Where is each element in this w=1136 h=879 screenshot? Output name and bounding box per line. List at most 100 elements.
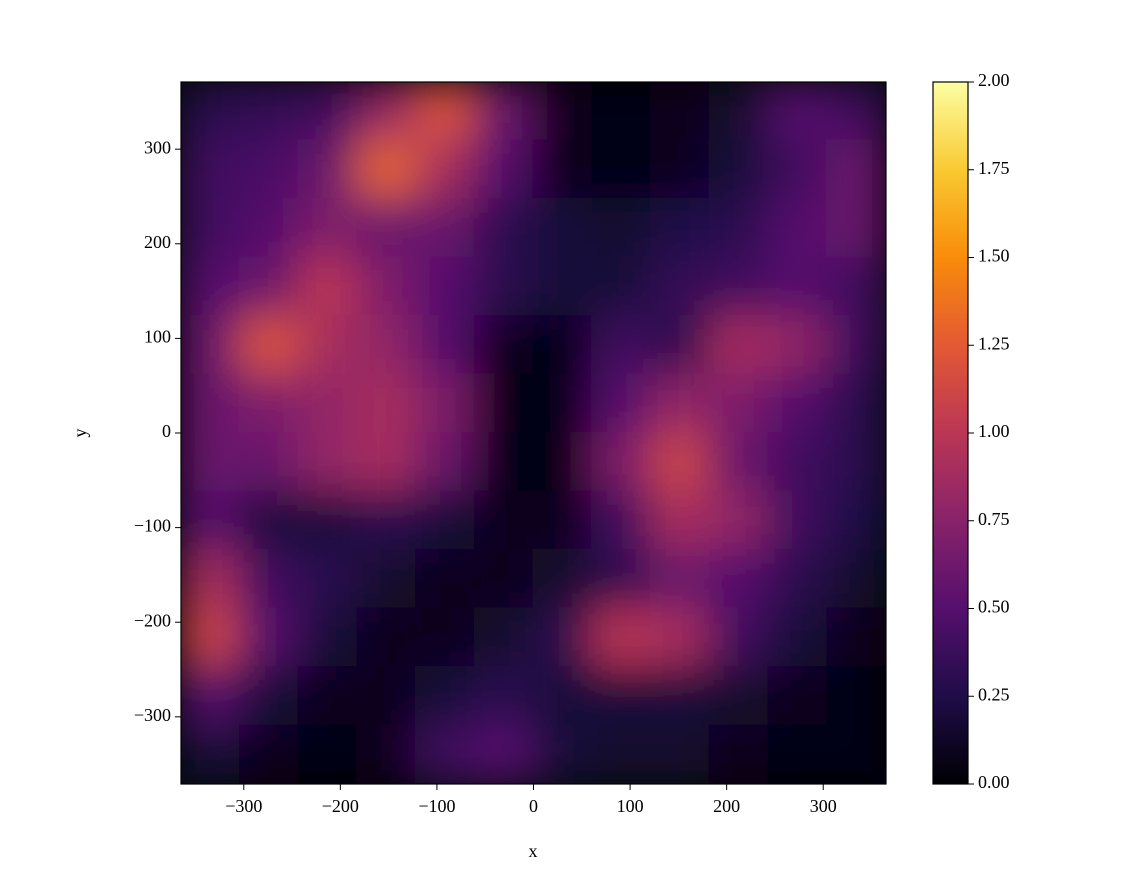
heatmap-cell [415, 198, 476, 259]
heatmap-cell [532, 549, 594, 610]
colorbar-tick-label: 1.00 [978, 421, 1010, 441]
heatmap-cell [356, 490, 417, 551]
heatmap-cell [356, 607, 417, 668]
heatmap-cell [708, 607, 770, 668]
heatmap-cell [591, 666, 652, 727]
heatmap-cell [767, 139, 829, 200]
heatmap-cell [591, 432, 652, 493]
heatmap-cell [181, 607, 241, 668]
heatmap-cell [650, 198, 711, 259]
heatmap-cell [650, 724, 711, 784]
heatmap-cell [181, 549, 241, 610]
colorbar-tick-label: 1.75 [978, 158, 1010, 178]
heatmap-cell [415, 607, 476, 668]
heatmap-cell [826, 607, 886, 668]
heatmap-cell [238, 198, 300, 259]
heatmap-cell [415, 490, 476, 551]
heatmap-cell [473, 198, 535, 259]
heatmap-cell [532, 724, 594, 784]
heatmap-cell [473, 373, 535, 434]
heatmap-cell [415, 432, 476, 493]
y-tick-label: 300 [144, 137, 171, 157]
heatmap-cell [181, 490, 241, 551]
heatmap-cell [591, 198, 652, 259]
heatmap-cell [767, 724, 829, 784]
heatmap-cell [238, 607, 300, 668]
heatmap-cell [767, 198, 829, 259]
heatmap-cell [297, 256, 359, 317]
heatmap-cell [181, 82, 241, 142]
heatmap-cell [356, 666, 417, 727]
heatmap-cell [650, 139, 711, 200]
x-tick-label: −200 [322, 796, 359, 816]
heatmap-cell [473, 549, 535, 610]
heatmap-cell [767, 607, 829, 668]
heatmap-cell [181, 724, 241, 784]
heatmap-cell [767, 432, 829, 493]
heatmap-cell [297, 607, 359, 668]
x-tick-label: 100 [617, 796, 644, 816]
colorbar-tick-label: 0.50 [978, 597, 1010, 617]
heatmap-cell [238, 432, 300, 493]
heatmap-cell [650, 82, 711, 142]
heatmap-cell [591, 139, 652, 200]
heatmap-cell [473, 82, 535, 142]
heatmap-cell [708, 139, 770, 200]
heatmap-cell [826, 139, 886, 200]
colorbar-tick-label: 1.25 [978, 333, 1010, 353]
heatmap-cell [356, 432, 417, 493]
heatmap-cell [238, 256, 300, 317]
heatmap-cell [708, 724, 770, 784]
heatmap-cell [356, 549, 417, 610]
heatmap [181, 82, 886, 784]
heatmap-cell [708, 82, 770, 142]
heatmap-cell [650, 549, 711, 610]
heatmap-cell [826, 490, 886, 551]
heatmap-cell [650, 256, 711, 317]
heatmap-cell [181, 139, 241, 200]
heatmap-cell [297, 724, 359, 784]
heatmap-cell [238, 549, 300, 610]
heatmap-cell [297, 373, 359, 434]
heatmap-cell [238, 139, 300, 200]
heatmap-cell [650, 666, 711, 727]
heatmap-cell [473, 490, 535, 551]
heatmap-cell [297, 432, 359, 493]
heatmap-cell [532, 256, 594, 317]
heatmap-cell [297, 198, 359, 259]
x-axis-label: x [529, 841, 538, 861]
heatmap-cell [473, 432, 535, 493]
heatmap-cell [591, 549, 652, 610]
heatmap-cell [650, 490, 711, 551]
heatmap-cell [356, 139, 417, 200]
colorbar-tick-label: 2.00 [978, 70, 1010, 90]
heatmap-cell [473, 256, 535, 317]
x-tick-label: −300 [225, 796, 262, 816]
heatmap-cell [591, 724, 652, 784]
heatmap-cell [650, 432, 711, 493]
heatmap-cell [532, 139, 594, 200]
heatmap-cell [826, 666, 886, 727]
heatmap-cell [767, 373, 829, 434]
heatmap-cell [708, 198, 770, 259]
heatmap-cell [238, 82, 300, 142]
heatmap-cell [826, 315, 886, 376]
heatmap-cell [356, 373, 417, 434]
heatmap-cell [297, 549, 359, 610]
colorbar-tick-label: 0.00 [978, 772, 1010, 792]
heatmap-cell [238, 666, 300, 727]
heatmap-cell [415, 724, 476, 784]
heatmap-cell [826, 724, 886, 784]
heatmap-cell [708, 490, 770, 551]
heatmap-cell [708, 315, 770, 376]
heatmap-cell [532, 315, 594, 376]
heatmap-cell [238, 315, 300, 376]
y-tick-label: 200 [144, 232, 171, 252]
heatmap-cell [767, 666, 829, 727]
heatmap-cell [532, 373, 594, 434]
heatmap-cell [473, 139, 535, 200]
y-axis-label: y [70, 429, 90, 438]
heatmap-cell [708, 256, 770, 317]
colorbar-tick-label: 0.75 [978, 509, 1010, 529]
heatmap-cell [767, 256, 829, 317]
